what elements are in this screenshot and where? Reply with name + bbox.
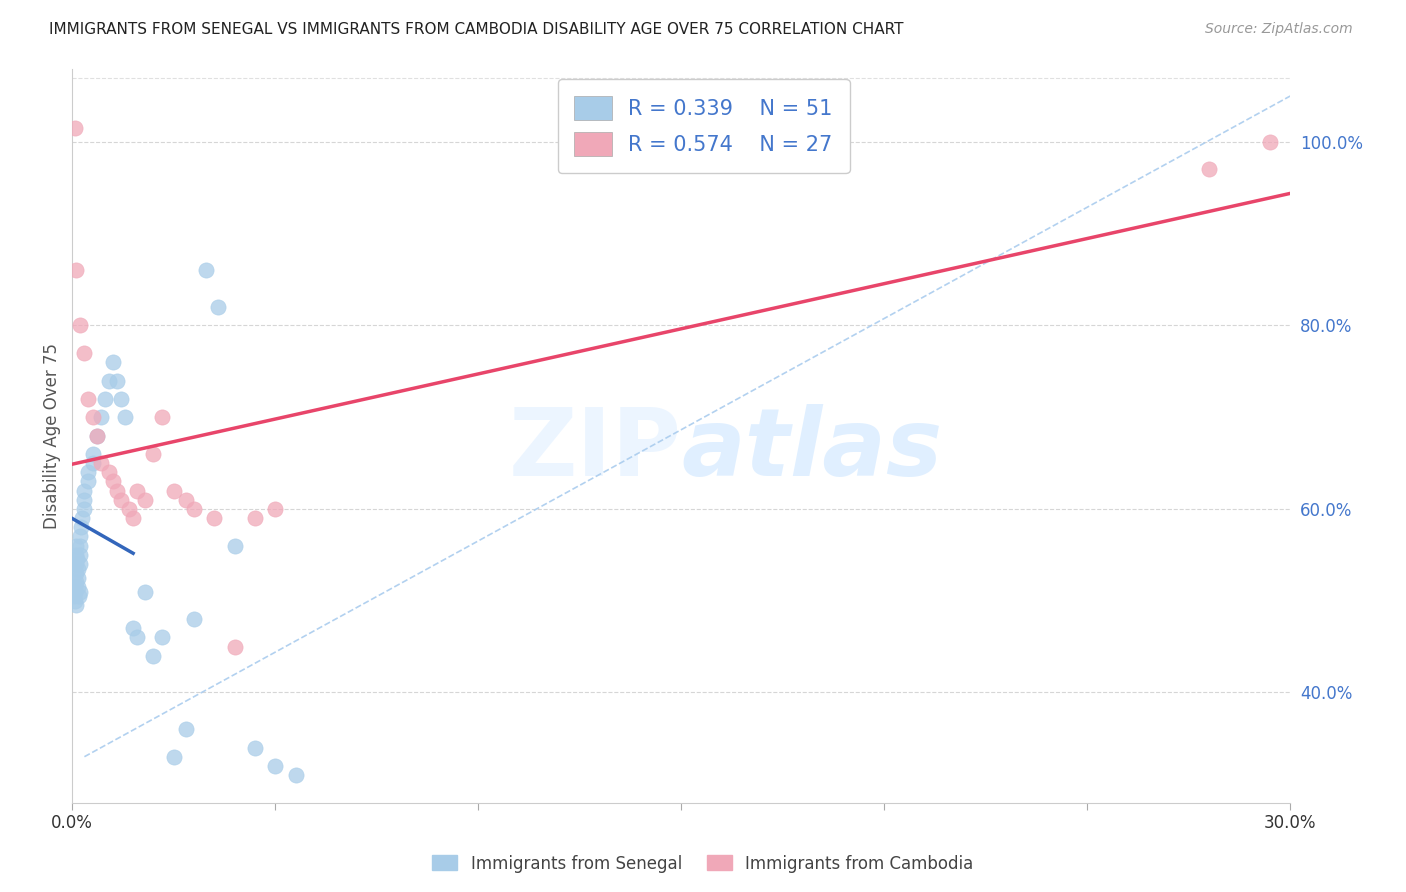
Text: atlas: atlas bbox=[681, 404, 942, 496]
Point bbox=[122, 621, 145, 635]
Point bbox=[110, 492, 132, 507]
Point bbox=[243, 511, 266, 525]
Point bbox=[183, 612, 205, 626]
Point bbox=[264, 759, 287, 773]
Point bbox=[183, 502, 205, 516]
Point bbox=[118, 502, 141, 516]
Point bbox=[82, 456, 104, 470]
Point bbox=[63, 580, 86, 594]
Point bbox=[65, 593, 87, 607]
Point bbox=[202, 511, 225, 525]
Text: IMMIGRANTS FROM SENEGAL VS IMMIGRANTS FROM CAMBODIA DISABILITY AGE OVER 75 CORRE: IMMIGRANTS FROM SENEGAL VS IMMIGRANTS FR… bbox=[49, 22, 904, 37]
Point bbox=[207, 300, 229, 314]
Legend: Immigrants from Senegal, Immigrants from Cambodia: Immigrants from Senegal, Immigrants from… bbox=[426, 848, 980, 880]
Point bbox=[73, 483, 96, 498]
Point bbox=[65, 566, 87, 581]
Point bbox=[1258, 135, 1281, 149]
Point bbox=[110, 392, 132, 406]
Point bbox=[66, 571, 89, 585]
Legend: R = 0.339    N = 51, R = 0.574    N = 27: R = 0.339 N = 51, R = 0.574 N = 27 bbox=[558, 78, 849, 173]
Point bbox=[69, 584, 91, 599]
Point bbox=[127, 483, 149, 498]
Point bbox=[65, 121, 87, 136]
Point bbox=[70, 520, 93, 534]
Point bbox=[65, 539, 87, 553]
Point bbox=[163, 483, 186, 498]
Point bbox=[77, 465, 100, 479]
Point bbox=[65, 263, 87, 277]
Point bbox=[67, 589, 90, 603]
Point bbox=[150, 410, 173, 425]
Point bbox=[69, 529, 91, 543]
Point bbox=[127, 631, 149, 645]
Point bbox=[97, 374, 120, 388]
Point bbox=[264, 502, 287, 516]
Point bbox=[134, 492, 156, 507]
Point bbox=[65, 575, 87, 590]
Point bbox=[97, 465, 120, 479]
Point bbox=[65, 599, 87, 613]
Point bbox=[77, 392, 100, 406]
Point bbox=[105, 483, 128, 498]
Point bbox=[224, 640, 246, 654]
Point bbox=[73, 492, 96, 507]
Point bbox=[122, 511, 145, 525]
Point bbox=[224, 539, 246, 553]
Text: ZIP: ZIP bbox=[509, 404, 681, 496]
Point bbox=[67, 580, 90, 594]
Point bbox=[114, 410, 136, 425]
Point bbox=[66, 552, 89, 566]
Point bbox=[243, 740, 266, 755]
Point bbox=[72, 511, 94, 525]
Point bbox=[93, 392, 115, 406]
Point bbox=[142, 447, 165, 461]
Point bbox=[65, 548, 87, 562]
Point bbox=[174, 492, 197, 507]
Point bbox=[150, 631, 173, 645]
Point bbox=[66, 561, 89, 575]
Point bbox=[134, 584, 156, 599]
Point bbox=[101, 475, 124, 489]
Point bbox=[86, 428, 108, 442]
Point bbox=[195, 263, 218, 277]
Text: Source: ZipAtlas.com: Source: ZipAtlas.com bbox=[1205, 22, 1353, 37]
Point bbox=[142, 648, 165, 663]
Y-axis label: Disability Age Over 75: Disability Age Over 75 bbox=[44, 343, 60, 529]
Point bbox=[174, 722, 197, 736]
Point bbox=[69, 548, 91, 562]
Point bbox=[101, 355, 124, 369]
Point bbox=[90, 456, 112, 470]
Point bbox=[73, 502, 96, 516]
Point bbox=[73, 346, 96, 360]
Point bbox=[65, 557, 87, 571]
Point bbox=[105, 374, 128, 388]
Point bbox=[284, 768, 307, 782]
Point bbox=[69, 318, 91, 333]
Point bbox=[63, 589, 86, 603]
Point bbox=[82, 410, 104, 425]
Point bbox=[82, 447, 104, 461]
Point bbox=[69, 557, 91, 571]
Point bbox=[69, 539, 91, 553]
Point bbox=[1198, 162, 1220, 177]
Point bbox=[163, 749, 186, 764]
Point bbox=[77, 475, 100, 489]
Point bbox=[86, 428, 108, 442]
Point bbox=[63, 584, 86, 599]
Point bbox=[90, 410, 112, 425]
